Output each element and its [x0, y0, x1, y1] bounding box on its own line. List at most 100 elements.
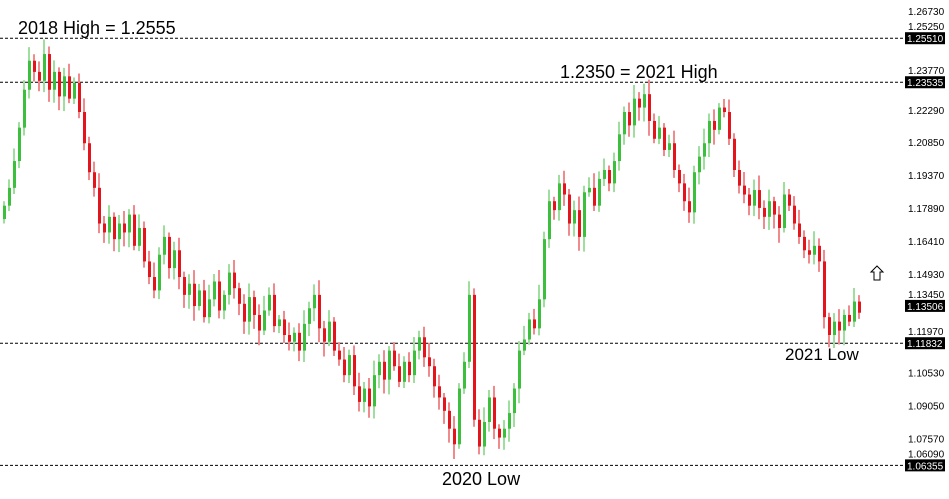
- candle-body: [618, 134, 621, 162]
- candle-body: [728, 112, 731, 139]
- candle-body: [488, 397, 491, 422]
- y-tick-label: 1.25250: [908, 22, 945, 33]
- candle-body: [408, 361, 411, 376]
- candle-body: [663, 127, 666, 150]
- candle-body: [428, 357, 431, 367]
- candle-body: [43, 54, 46, 81]
- candle-body: [208, 299, 211, 318]
- candle-body: [58, 71, 61, 97]
- candle-body: [738, 169, 741, 186]
- candle-body: [793, 205, 796, 224]
- price-label: 1.06355: [907, 461, 944, 472]
- candle-body: [338, 350, 341, 360]
- candle-body: [668, 143, 671, 150]
- candle-body: [788, 194, 791, 206]
- candle-body: [48, 54, 51, 90]
- candle-body: [493, 397, 496, 429]
- candle-body: [253, 297, 256, 315]
- candle-body: [358, 386, 361, 402]
- candle-body: [318, 294, 321, 329]
- y-tick-label: 1.09050: [908, 401, 945, 412]
- candle-body: [83, 112, 86, 144]
- candle-body: [648, 94, 651, 121]
- candle-body: [613, 161, 616, 184]
- candle-body: [18, 127, 21, 162]
- candle-body: [363, 388, 366, 402]
- annotation-2020-low: 2020 Low: [442, 469, 521, 489]
- price-label-box: [905, 299, 945, 312]
- candle-body: [813, 245, 816, 255]
- candle-body: [148, 261, 151, 278]
- candle-body: [798, 223, 801, 237]
- candle-body: [258, 314, 261, 331]
- candle-body: [328, 321, 331, 342]
- candle-body: [563, 183, 566, 195]
- y-tick-label: 1.13450: [908, 290, 945, 301]
- candle-body: [603, 169, 606, 179]
- candle-body: [98, 187, 101, 224]
- candle-body: [388, 350, 391, 380]
- candle-body: [333, 321, 336, 351]
- candle-body: [268, 294, 271, 311]
- y-tick-label: 1.17890: [908, 204, 945, 215]
- candle-body: [243, 303, 246, 322]
- candle-body: [578, 210, 581, 237]
- candle-body: [203, 290, 206, 318]
- price-label: 1.25510: [907, 34, 944, 45]
- candle-body: [383, 361, 386, 380]
- candle-body: [323, 328, 326, 342]
- candle-body: [733, 138, 736, 170]
- candle-body: [418, 337, 421, 351]
- candle-body: [483, 421, 486, 447]
- y-tick-label: 1.14930: [908, 270, 945, 281]
- candle-body: [73, 83, 76, 99]
- candle-body: [453, 428, 456, 445]
- price-label: 1.23535: [907, 78, 944, 89]
- candle-body: [68, 76, 71, 99]
- candle-body: [28, 60, 31, 90]
- candle-body: [433, 366, 436, 387]
- candle-body: [688, 201, 691, 213]
- candle-body: [448, 410, 451, 429]
- candle-body: [118, 223, 121, 240]
- candle-body: [33, 60, 36, 72]
- y-tick-label: 1.23770: [908, 66, 945, 77]
- candle-body: [553, 201, 556, 211]
- candle-body: [303, 323, 306, 351]
- candle-body: [748, 194, 751, 206]
- candle-body: [778, 214, 781, 228]
- candle-body: [723, 107, 726, 113]
- annotation-2018-high: 2018 High = 1.2555: [18, 18, 176, 38]
- candle-body: [113, 216, 116, 240]
- candle-body: [398, 366, 401, 382]
- candle-body: [513, 388, 516, 414]
- candle-body: [278, 319, 281, 327]
- candle-body: [573, 210, 576, 224]
- candle-body: [218, 281, 221, 311]
- candle-body: [168, 236, 171, 269]
- candle-body: [758, 190, 761, 208]
- candle-body: [298, 332, 301, 351]
- candle-body: [623, 112, 626, 135]
- candle-body: [103, 223, 106, 233]
- candle-body: [123, 223, 126, 233]
- price-label: 1.11832: [907, 339, 943, 350]
- candle-body: [78, 83, 81, 113]
- candle-body: [538, 299, 541, 329]
- candle-body: [393, 350, 396, 367]
- candle-body: [528, 319, 531, 340]
- candle-body: [628, 112, 631, 126]
- candle-body: [133, 214, 136, 246]
- y-tick-label: 1.20850: [908, 138, 945, 149]
- candle-body: [768, 201, 771, 217]
- candle-body: [273, 294, 276, 327]
- candle-body: [158, 254, 161, 291]
- candle-body: [368, 388, 371, 407]
- candle-body: [163, 236, 166, 255]
- candle-body: [763, 207, 766, 217]
- candle-body: [108, 216, 111, 233]
- candle-body: [658, 127, 661, 139]
- candle-body: [518, 350, 521, 389]
- y-tick-label: 1.06090: [908, 449, 945, 460]
- candle-body: [498, 428, 501, 438]
